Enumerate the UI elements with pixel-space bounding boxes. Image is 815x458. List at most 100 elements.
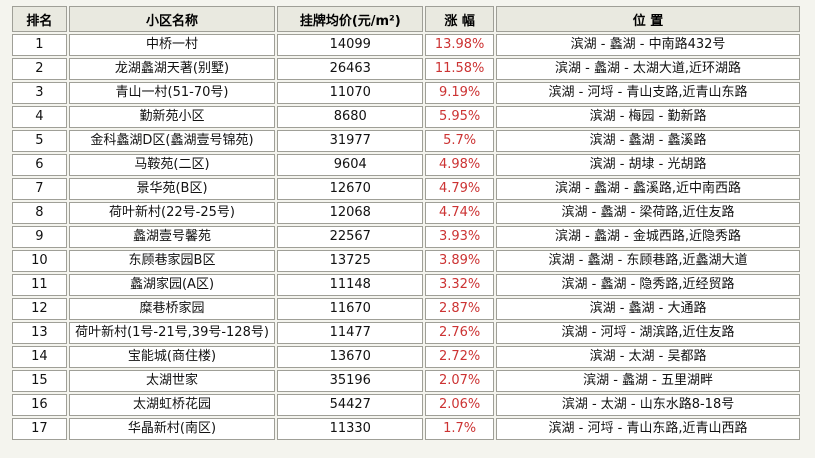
location-cell: 滨湖 - 蠡湖 - 太湖大道,近环湖路 bbox=[496, 58, 800, 80]
location-cell: 滨湖 - 蠡湖 - 蠡溪路 bbox=[496, 130, 800, 152]
price-cell: 35196 bbox=[277, 370, 424, 392]
rank-cell: 11 bbox=[12, 274, 67, 296]
rank-cell: 8 bbox=[12, 202, 67, 224]
table-body: 1 中桥一村 14099 13.98% 滨湖 - 蠡湖 - 中南路432号 2 … bbox=[12, 34, 800, 440]
community-name-cell: 荷叶新村(22号-25号) bbox=[68, 202, 276, 224]
change-cell: 3.89% bbox=[425, 250, 495, 272]
rank-cell: 10 bbox=[12, 250, 67, 272]
location-cell: 滨湖 - 太湖 - 山东水路8-18号 bbox=[496, 394, 800, 416]
table-row: 7 景华苑(B区) 12670 4.79% 滨湖 - 蠡湖 - 蠡溪路,近中南西… bbox=[12, 178, 800, 200]
table-row: 5 金科蠡湖D区(蠡湖壹号锦苑) 31977 5.7% 滨湖 - 蠡湖 - 蠡溪… bbox=[12, 130, 800, 152]
rank-cell: 7 bbox=[12, 178, 67, 200]
table-row: 8 荷叶新村(22号-25号) 12068 4.74% 滨湖 - 蠡湖 - 梁荷… bbox=[12, 202, 800, 224]
table-row: 10 东顾巷家园B区 13725 3.89% 滨湖 - 蠡湖 - 东顾巷路,近蠡… bbox=[12, 250, 800, 272]
header-rank: 排名 bbox=[12, 6, 67, 32]
price-cell: 8680 bbox=[277, 106, 424, 128]
location-cell: 滨湖 - 梅园 - 勤新路 bbox=[496, 106, 800, 128]
header-price: 挂牌均价(元/m²) bbox=[277, 6, 424, 32]
change-cell: 2.72% bbox=[425, 346, 495, 368]
rank-cell: 9 bbox=[12, 226, 67, 248]
rank-cell: 12 bbox=[12, 298, 67, 320]
price-cell: 11330 bbox=[277, 418, 424, 440]
community-name-cell: 勤新苑小区 bbox=[68, 106, 276, 128]
price-cell: 54427 bbox=[277, 394, 424, 416]
location-cell: 滨湖 - 河埒 - 青山东路,近青山西路 bbox=[496, 418, 800, 440]
rank-cell: 4 bbox=[12, 106, 67, 128]
location-cell: 滨湖 - 蠡湖 - 东顾巷路,近蠡湖大道 bbox=[496, 250, 800, 272]
location-cell: 滨湖 - 太湖 - 吴都路 bbox=[496, 346, 800, 368]
location-cell: 滨湖 - 胡埭 - 光胡路 bbox=[496, 154, 800, 176]
price-cell: 9604 bbox=[277, 154, 424, 176]
table-row: 11 蠡湖家园(A区) 11148 3.32% 滨湖 - 蠡湖 - 隐秀路,近经… bbox=[12, 274, 800, 296]
price-cell: 12670 bbox=[277, 178, 424, 200]
location-cell: 滨湖 - 蠡湖 - 隐秀路,近经贸路 bbox=[496, 274, 800, 296]
price-cell: 26463 bbox=[277, 58, 424, 80]
change-cell: 3.93% bbox=[425, 226, 495, 248]
location-cell: 滨湖 - 河埒 - 湖滨路,近住友路 bbox=[496, 322, 800, 344]
price-cell: 31977 bbox=[277, 130, 424, 152]
header-change: 涨 幅 bbox=[425, 6, 495, 32]
table-row: 17 华晶新村(南区) 11330 1.7% 滨湖 - 河埒 - 青山东路,近青… bbox=[12, 418, 800, 440]
table-row: 1 中桥一村 14099 13.98% 滨湖 - 蠡湖 - 中南路432号 bbox=[12, 34, 800, 56]
table-row: 16 太湖虹桥花园 54427 2.06% 滨湖 - 太湖 - 山东水路8-18… bbox=[12, 394, 800, 416]
price-cell: 12068 bbox=[277, 202, 424, 224]
change-cell: 4.79% bbox=[425, 178, 495, 200]
location-cell: 滨湖 - 蠡湖 - 蠡溪路,近中南西路 bbox=[496, 178, 800, 200]
table-row: 14 宝能城(商住楼) 13670 2.72% 滨湖 - 太湖 - 吴都路 bbox=[12, 346, 800, 368]
table-header-row: 排名 小区名称 挂牌均价(元/m²) 涨 幅 位 置 bbox=[12, 6, 800, 32]
change-cell: 4.98% bbox=[425, 154, 495, 176]
rank-cell: 6 bbox=[12, 154, 67, 176]
table-row: 3 青山一村(51-70号) 11070 9.19% 滨湖 - 河埒 - 青山支… bbox=[12, 82, 800, 104]
change-cell: 4.74% bbox=[425, 202, 495, 224]
header-name: 小区名称 bbox=[68, 6, 276, 32]
community-name-cell: 太湖世家 bbox=[68, 370, 276, 392]
rank-cell: 15 bbox=[12, 370, 67, 392]
table-row: 2 龙湖蠡湖天著(别墅) 26463 11.58% 滨湖 - 蠡湖 - 太湖大道… bbox=[12, 58, 800, 80]
community-name-cell: 华晶新村(南区) bbox=[68, 418, 276, 440]
community-name-cell: 荷叶新村(1号-21号,39号-128号) bbox=[68, 322, 276, 344]
community-name-cell: 东顾巷家园B区 bbox=[68, 250, 276, 272]
rank-cell: 3 bbox=[12, 82, 67, 104]
price-cell: 11477 bbox=[277, 322, 424, 344]
change-cell: 5.95% bbox=[425, 106, 495, 128]
table-row: 6 马鞍苑(二区) 9604 4.98% 滨湖 - 胡埭 - 光胡路 bbox=[12, 154, 800, 176]
community-name-cell: 马鞍苑(二区) bbox=[68, 154, 276, 176]
table-row: 4 勤新苑小区 8680 5.95% 滨湖 - 梅园 - 勤新路 bbox=[12, 106, 800, 128]
rank-cell: 13 bbox=[12, 322, 67, 344]
change-cell: 11.58% bbox=[425, 58, 495, 80]
rank-cell: 17 bbox=[12, 418, 67, 440]
rank-cell: 1 bbox=[12, 34, 67, 56]
price-cell: 11670 bbox=[277, 298, 424, 320]
rank-cell: 14 bbox=[12, 346, 67, 368]
price-cell: 11148 bbox=[277, 274, 424, 296]
price-cell: 14099 bbox=[277, 34, 424, 56]
location-cell: 滨湖 - 蠡湖 - 五里湖畔 bbox=[496, 370, 800, 392]
community-name-cell: 中桥一村 bbox=[68, 34, 276, 56]
community-name-cell: 金科蠡湖D区(蠡湖壹号锦苑) bbox=[68, 130, 276, 152]
location-cell: 滨湖 - 蠡湖 - 中南路432号 bbox=[496, 34, 800, 56]
table-row: 9 蠡湖壹号馨苑 22567 3.93% 滨湖 - 蠡湖 - 金城西路,近隐秀路 bbox=[12, 226, 800, 248]
rank-cell: 2 bbox=[12, 58, 67, 80]
community-name-cell: 蠡湖家园(A区) bbox=[68, 274, 276, 296]
community-name-cell: 蠡湖壹号馨苑 bbox=[68, 226, 276, 248]
community-name-cell: 宝能城(商住楼) bbox=[68, 346, 276, 368]
rank-cell: 5 bbox=[12, 130, 67, 152]
community-price-ranking-table: 排名 小区名称 挂牌均价(元/m²) 涨 幅 位 置 1 中桥一村 14099 … bbox=[10, 4, 802, 442]
community-name-cell: 景华苑(B区) bbox=[68, 178, 276, 200]
change-cell: 5.7% bbox=[425, 130, 495, 152]
change-cell: 9.19% bbox=[425, 82, 495, 104]
change-cell: 2.87% bbox=[425, 298, 495, 320]
location-cell: 滨湖 - 蠡湖 - 梁荷路,近住友路 bbox=[496, 202, 800, 224]
rank-cell: 16 bbox=[12, 394, 67, 416]
change-cell: 2.06% bbox=[425, 394, 495, 416]
change-cell: 1.7% bbox=[425, 418, 495, 440]
change-cell: 2.07% bbox=[425, 370, 495, 392]
table-row: 15 太湖世家 35196 2.07% 滨湖 - 蠡湖 - 五里湖畔 bbox=[12, 370, 800, 392]
community-name-cell: 青山一村(51-70号) bbox=[68, 82, 276, 104]
change-cell: 2.76% bbox=[425, 322, 495, 344]
table-row: 13 荷叶新村(1号-21号,39号-128号) 11477 2.76% 滨湖 … bbox=[12, 322, 800, 344]
location-cell: 滨湖 - 蠡湖 - 金城西路,近隐秀路 bbox=[496, 226, 800, 248]
table-row: 12 糜巷桥家园 11670 2.87% 滨湖 - 蠡湖 - 大通路 bbox=[12, 298, 800, 320]
change-cell: 13.98% bbox=[425, 34, 495, 56]
